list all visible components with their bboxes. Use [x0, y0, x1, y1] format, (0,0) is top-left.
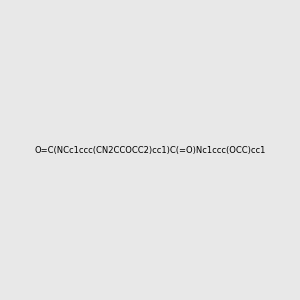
- Text: O=C(NCc1ccc(CN2CCOCC2)cc1)C(=O)Nc1ccc(OCC)cc1: O=C(NCc1ccc(CN2CCOCC2)cc1)C(=O)Nc1ccc(OC…: [34, 146, 266, 154]
